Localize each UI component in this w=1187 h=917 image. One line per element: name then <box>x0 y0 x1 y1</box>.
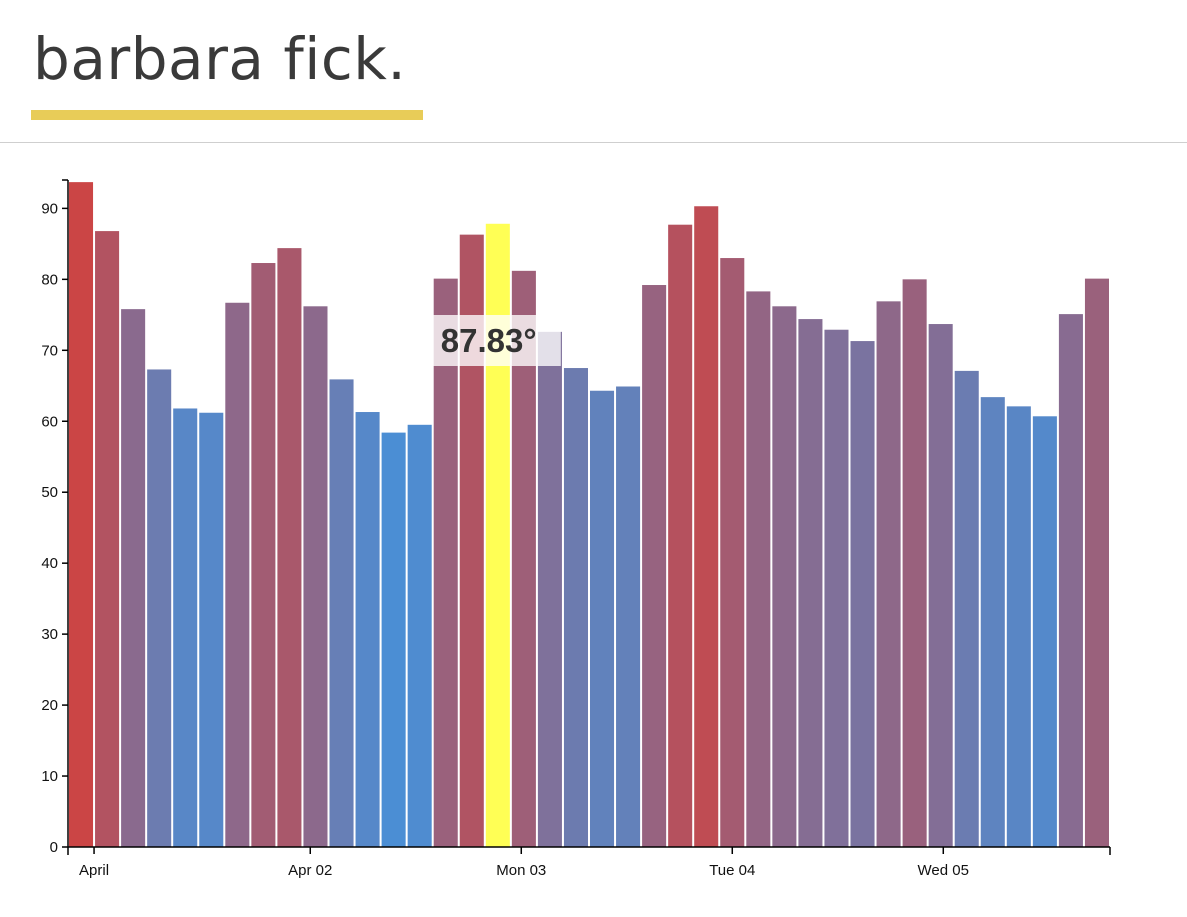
brand-underline <box>31 110 423 120</box>
bar[interactable] <box>199 412 224 847</box>
bar[interactable] <box>668 224 693 847</box>
bar[interactable] <box>407 424 432 847</box>
tooltip-background <box>432 315 561 366</box>
y-axis: 0 10 20 30 40 50 60 70 80 90 <box>41 179 69 856</box>
bar[interactable] <box>720 258 745 847</box>
bar[interactable] <box>433 278 458 847</box>
bar[interactable] <box>590 390 615 847</box>
y-tick-label: 80 <box>41 271 58 288</box>
bar[interactable] <box>277 248 302 847</box>
bar[interactable] <box>355 412 380 847</box>
bar[interactable] <box>1006 406 1031 847</box>
y-tick-label: 70 <box>41 342 58 359</box>
bar[interactable] <box>69 182 94 847</box>
bar[interactable] <box>173 408 198 847</box>
bar[interactable] <box>95 231 120 848</box>
x-tick-label: Apr 02 <box>288 862 332 879</box>
bar[interactable] <box>147 369 172 847</box>
bar[interactable] <box>876 301 901 848</box>
bar[interactable] <box>772 306 797 847</box>
bar[interactable] <box>1058 314 1083 847</box>
bar[interactable] <box>1084 278 1109 847</box>
bar[interactable] <box>121 309 146 847</box>
bars-layer <box>69 182 1109 848</box>
y-tick-label: 50 <box>41 484 58 501</box>
bar[interactable] <box>824 329 849 848</box>
header-divider <box>0 142 1187 143</box>
x-axis: April Apr 02 Mon 03 Tue 04 Wed 05 <box>67 846 1111 879</box>
x-tick-label: Tue 04 <box>709 862 755 879</box>
bar[interactable] <box>1032 416 1057 847</box>
y-tick-label: 10 <box>41 768 58 785</box>
bar[interactable] <box>850 341 875 847</box>
bar[interactable] <box>511 270 536 848</box>
bar[interactable] <box>303 306 328 847</box>
x-tick-label: Mon 03 <box>496 862 546 879</box>
bar[interactable] <box>694 206 719 847</box>
bar[interactable] <box>642 285 667 847</box>
bar[interactable] <box>746 291 771 847</box>
bar[interactable] <box>251 263 276 847</box>
y-tick-label: 0 <box>50 839 58 856</box>
bar[interactable] <box>537 331 562 848</box>
brand-title: barbara fick. <box>33 25 407 93</box>
y-tick-label: 20 <box>41 697 58 714</box>
y-tick-label: 60 <box>41 413 58 430</box>
tooltip: 87.83° <box>432 315 561 366</box>
bar[interactable] <box>329 379 354 847</box>
tooltip-text: 87.83° <box>441 322 537 359</box>
bar[interactable] <box>954 370 979 847</box>
bar[interactable] <box>980 397 1005 847</box>
x-tick-label: Wed 05 <box>918 862 969 879</box>
bar[interactable] <box>902 279 927 848</box>
bar[interactable] <box>928 324 953 847</box>
y-tick-label: 30 <box>41 626 58 643</box>
bar[interactable] <box>225 302 250 847</box>
bar[interactable] <box>381 432 406 847</box>
x-tick-label: April <box>79 862 109 879</box>
y-tick-label: 40 <box>41 555 58 572</box>
bar[interactable] <box>798 319 823 848</box>
bar[interactable] <box>616 386 641 847</box>
y-tick-label: 90 <box>41 200 58 217</box>
bar[interactable] <box>563 368 588 847</box>
